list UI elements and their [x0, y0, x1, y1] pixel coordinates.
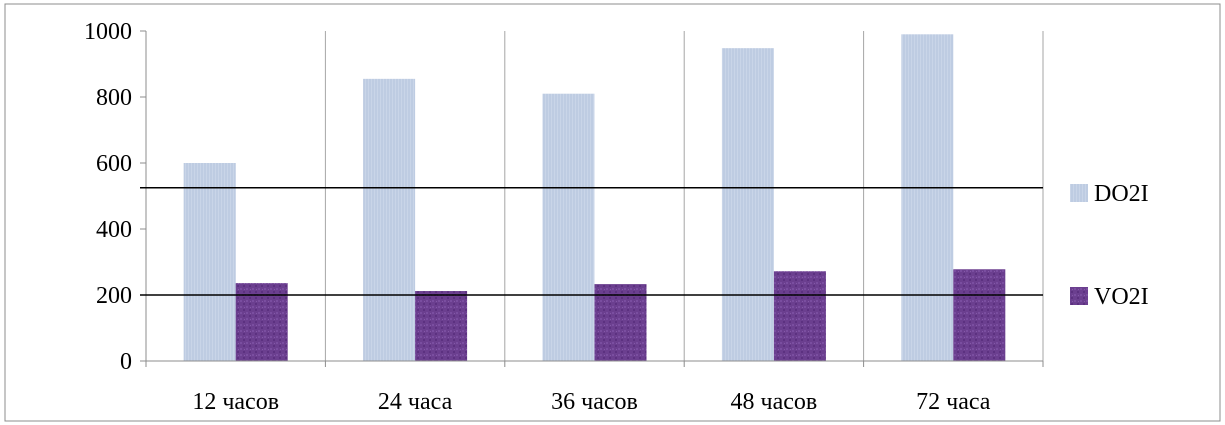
- bar-vo2i-2: [415, 291, 468, 361]
- legend-label-vo2i: VO2I: [1094, 284, 1149, 310]
- bar-vo2i-5: [953, 269, 1006, 361]
- bar-do2i-1: [183, 163, 236, 361]
- x-tick-label: 48 часов: [731, 389, 818, 415]
- bar-do2i-3: [542, 93, 595, 361]
- x-tick-label: 24 часа: [378, 389, 453, 415]
- bar-do2i-5: [901, 34, 954, 362]
- y-tick-label: 800: [96, 85, 132, 111]
- legend-swatch-do2i: [1070, 184, 1088, 202]
- grid-layer: [324, 31, 1044, 361]
- chart-frame: [4, 3, 1221, 422]
- y-tick-label: 600: [96, 151, 132, 177]
- y-tick-label: 400: [96, 217, 132, 243]
- y-tick-label: 200: [96, 283, 132, 309]
- x-tick-label: 72 часа: [916, 389, 991, 415]
- reference-lines: [140, 187, 1043, 296]
- bars-layer: [183, 34, 1006, 362]
- x-tick-label: 36 часов: [551, 389, 638, 415]
- bar-do2i-4: [721, 48, 774, 361]
- legend: DO2I VO2I: [1070, 181, 1149, 310]
- x-tick-label: 12 часов: [192, 389, 279, 415]
- legend-label-do2i: DO2I: [1094, 181, 1149, 207]
- y-tick-label: 0: [120, 349, 132, 375]
- bar-do2i-2: [363, 78, 416, 361]
- axes-layer: [140, 30, 1044, 367]
- legend-swatch-vo2i: [1070, 287, 1088, 305]
- bar-vo2i-3: [594, 284, 647, 361]
- tick-labels: 0 200 400 600 800 1000 12 часов 24 часа 36 часов…: [84, 19, 991, 415]
- bar-vo2i-1: [235, 283, 288, 361]
- bar-vo2i-4: [773, 271, 826, 361]
- y-tick-label: 1000: [84, 19, 132, 45]
